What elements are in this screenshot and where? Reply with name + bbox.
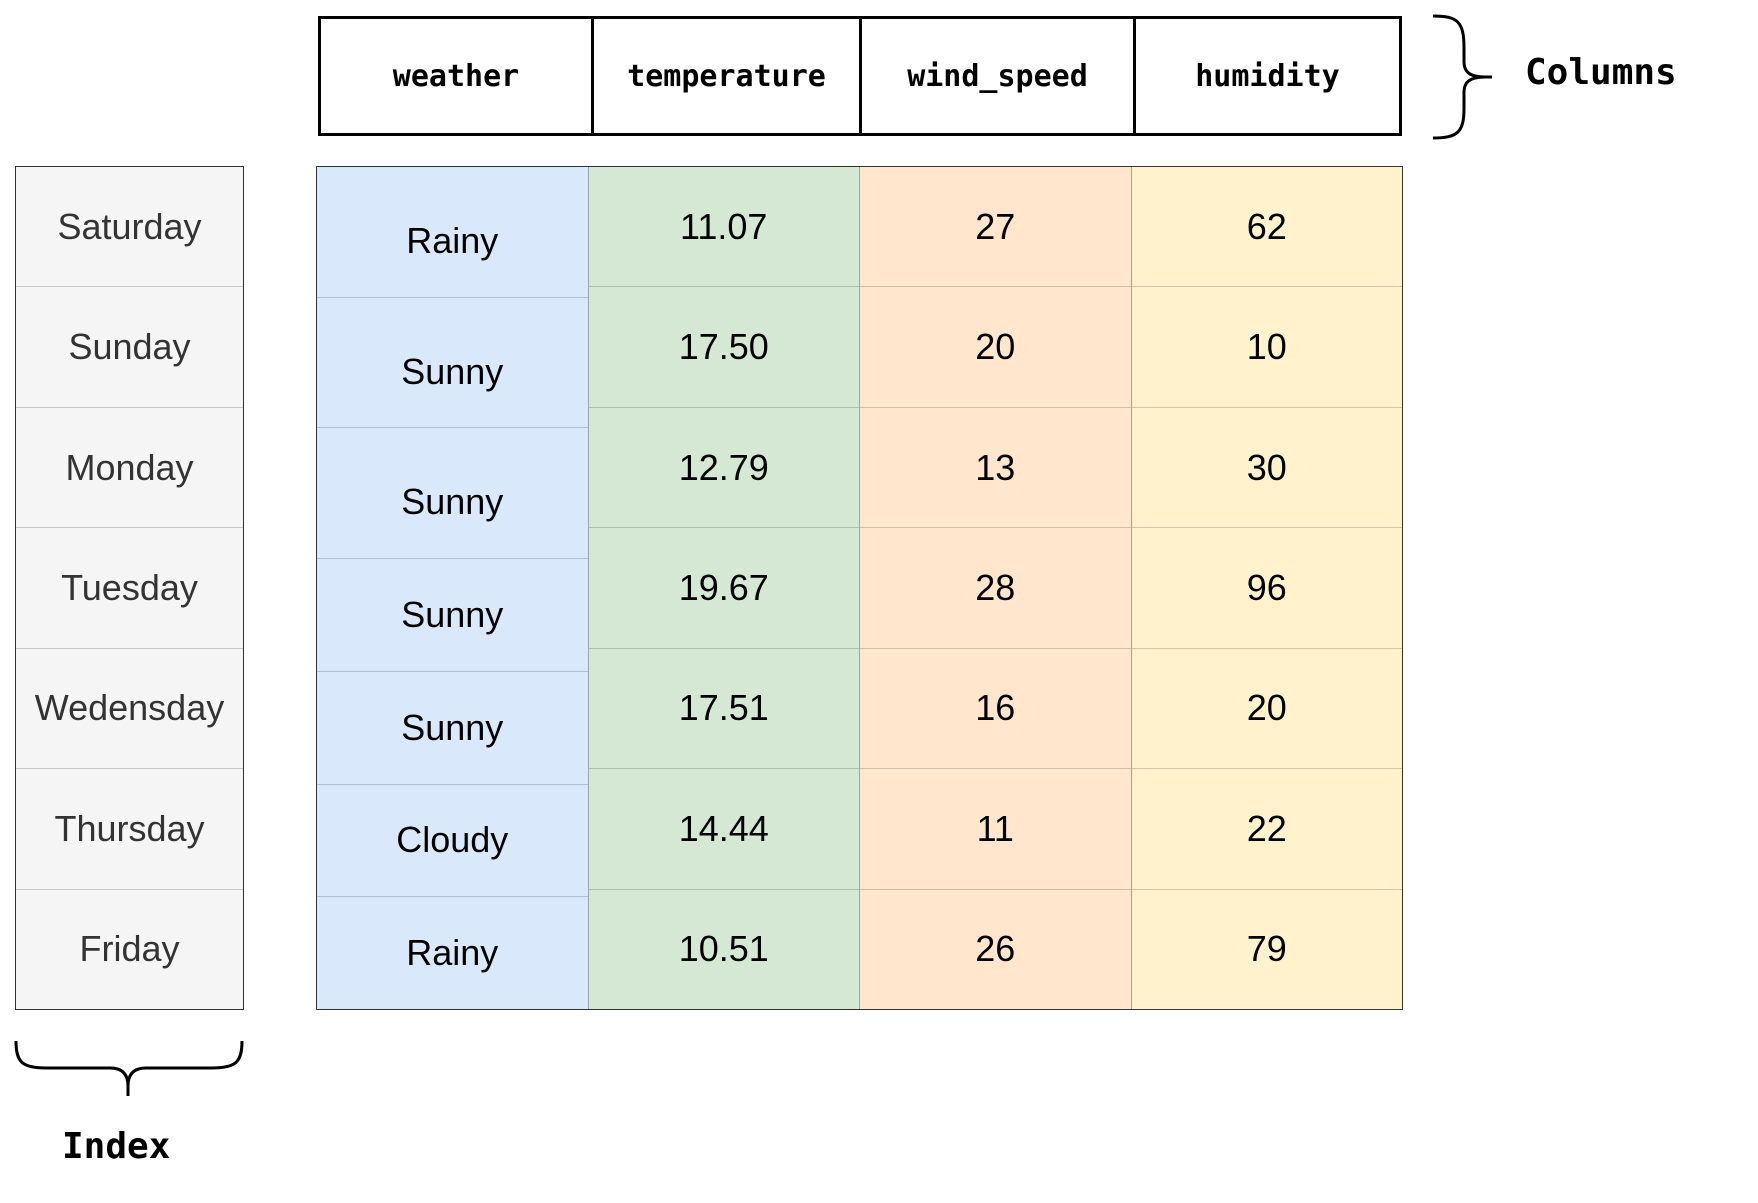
data-cell: 10.51 [678, 928, 769, 970]
data-column-weather: Rainy Sunny Sunny Sunny Sunny Cloudy Rai… [317, 167, 589, 1009]
index-cell: Saturday [16, 167, 243, 288]
column-header-wind-speed: wind_speed [862, 19, 1136, 133]
index-cell: Sunday [16, 287, 243, 408]
index-label: Index [62, 1126, 171, 1167]
data-column-temperature: 11.07 17.50 12.79 19.67 17.51 14.44 10.5… [588, 167, 860, 1009]
data-cell: 20 [860, 287, 1131, 408]
data-cell: 11 [860, 769, 1131, 890]
data-cell: 17.51 [588, 649, 859, 770]
column-header-row: weather temperature wind_speed humidity [318, 16, 1402, 136]
data-cell: 96 [1131, 528, 1402, 649]
data-cell: 79 [1246, 928, 1287, 970]
data-cell: Sunny [317, 559, 588, 672]
data-cell: 14.44 [588, 769, 859, 890]
data-cell: 12.79 [588, 408, 859, 529]
data-column-wind-speed: 27 20 13 28 16 11 26 [860, 167, 1132, 1009]
index-column: Saturday Sunday Monday Tuesday Wedensday… [15, 166, 244, 1010]
index-brace [14, 1040, 244, 1096]
data-cell: Sunny [317, 672, 588, 785]
columns-brace [1432, 14, 1492, 140]
data-cell: 13 [860, 408, 1131, 529]
data-cell: 11.07 [588, 167, 859, 288]
data-cell: 19.67 [588, 528, 859, 649]
data-cell: Sunny [317, 298, 588, 429]
data-cell: 10 [1131, 287, 1402, 408]
column-header-temperature: temperature [594, 19, 862, 133]
data-cell: 17.50 [588, 287, 859, 408]
data-cell: 62 [1131, 167, 1402, 288]
data-cell: 20 [1131, 649, 1402, 770]
index-cell: Thursday [16, 769, 243, 890]
columns-label: Columns [1525, 52, 1677, 93]
data-cell: 27 [860, 167, 1131, 288]
data-cell: 26 [975, 928, 1016, 970]
index-cell: Tuesday [16, 528, 243, 649]
data-column-humidity: 62 10 30 96 20 22 79 [1131, 167, 1402, 1009]
index-cell: Wedensday [16, 649, 243, 770]
data-cell: 30 [1131, 408, 1402, 529]
data-cell: 28 [860, 528, 1131, 649]
data-cell: 22 [1131, 769, 1402, 890]
data-table: Rainy Sunny Sunny Sunny Sunny Cloudy Rai… [316, 166, 1403, 1010]
data-cell: 16 [860, 649, 1131, 770]
data-cell: Sunny [317, 428, 588, 560]
column-header-weather: weather [321, 19, 594, 133]
data-cell: Rainy [406, 932, 499, 974]
column-header-humidity: humidity [1195, 58, 1340, 94]
index-cell: Monday [16, 408, 243, 529]
data-cell: Cloudy [317, 785, 588, 898]
data-cell: Rainy [317, 167, 588, 298]
index-cell: Friday [79, 928, 180, 970]
